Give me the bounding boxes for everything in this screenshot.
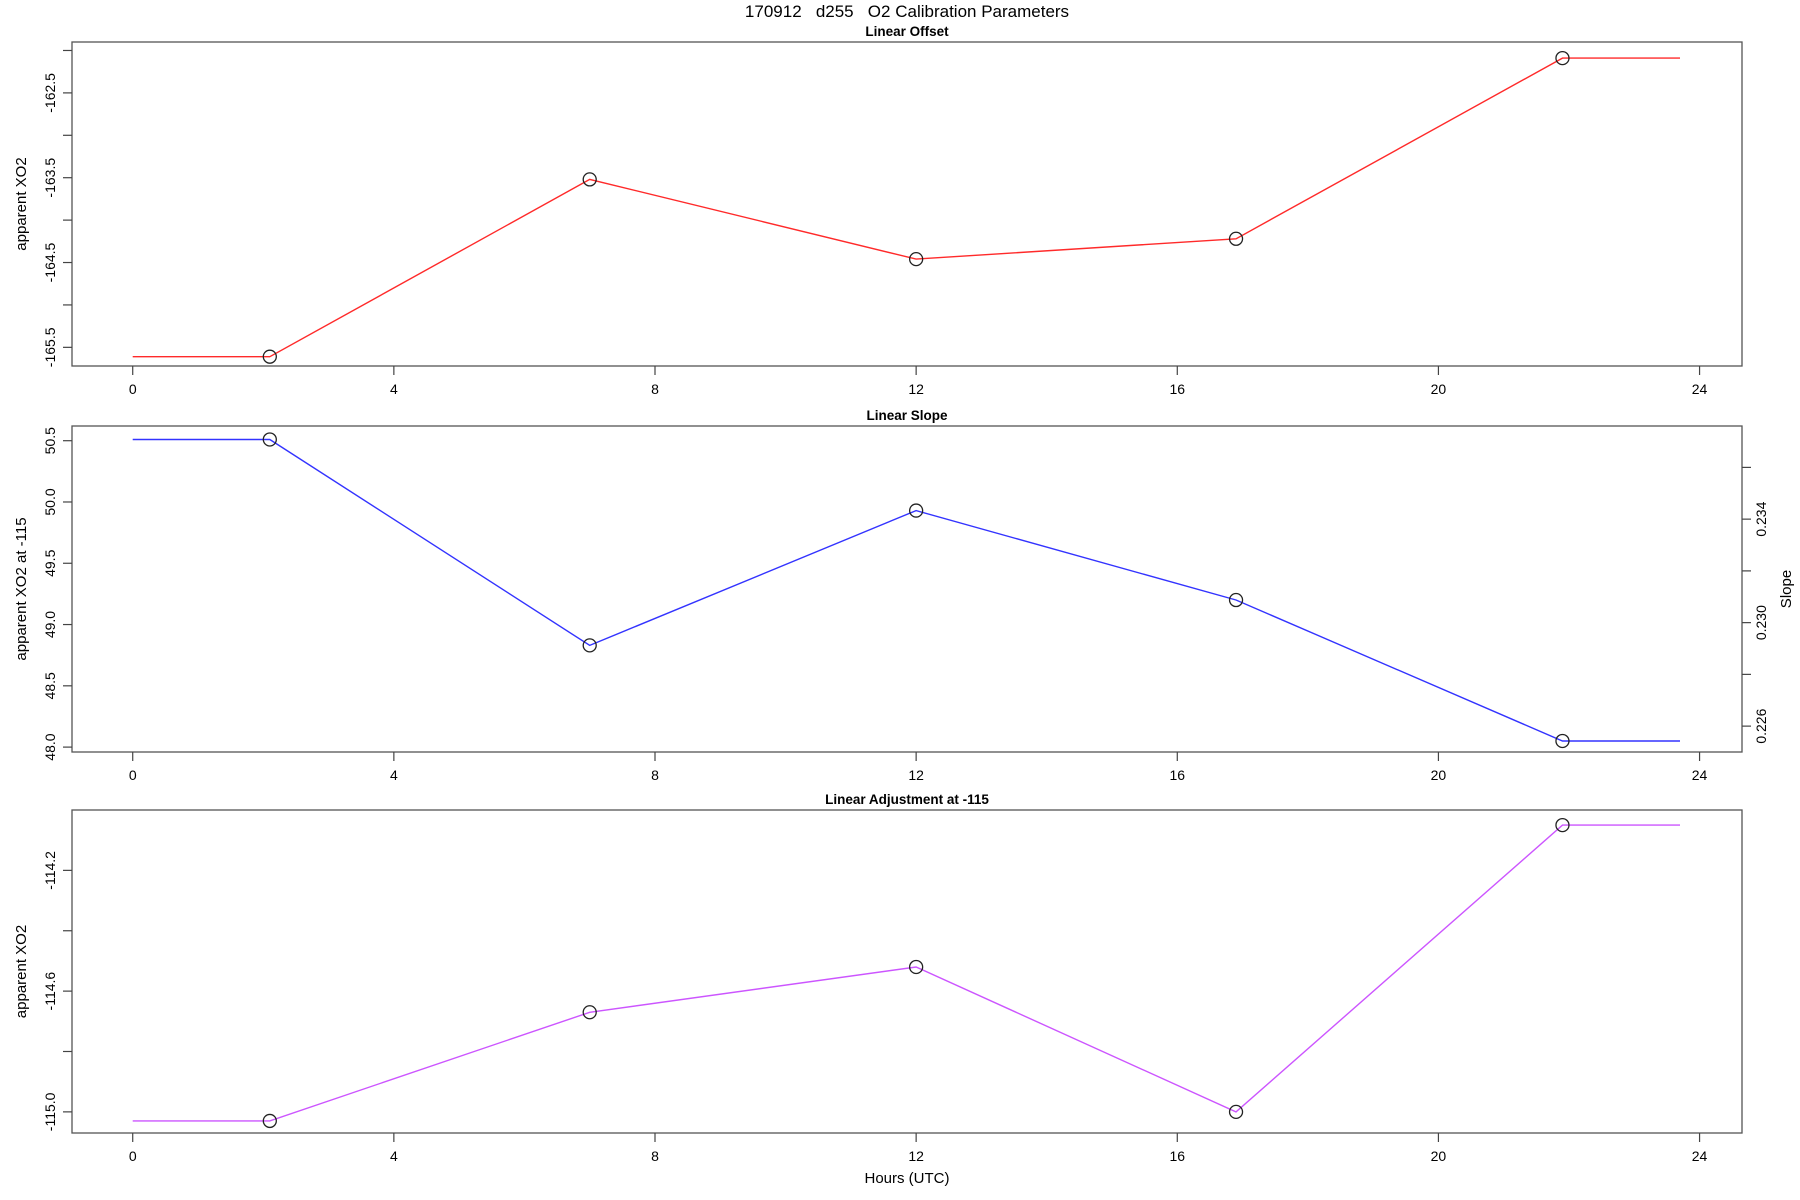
panel-3-plot-box: [71, 809, 1743, 1134]
panel-2-data-point-marker: [582, 638, 597, 653]
x-axis-label: Hours (UTC): [864, 1170, 950, 1187]
panel-2-data-point-marker: [1555, 733, 1570, 749]
panel-1-plot-box: [71, 41, 1743, 367]
panel-3-x-tick-label: 16: [1169, 1148, 1185, 1164]
panel-1-x-tick-label: 4: [390, 381, 398, 397]
panel-2-y-tick-label: 48.0: [42, 733, 58, 760]
panel-2-data-point-marker: [262, 432, 277, 447]
panel-title-linear-slope: Linear Slope: [866, 408, 948, 423]
panel-3-data-point-marker: [1555, 817, 1570, 833]
panel-1-y-tick-label: -165.5: [42, 327, 58, 367]
panel-2-series-line: [132, 438, 1680, 742]
panel-3-x-tick-label: 20: [1431, 1148, 1447, 1164]
panel-2-data-point-marker: [908, 503, 924, 518]
panel-2-data-point-marker: [1228, 592, 1244, 608]
panel-title-linear-adjustment: Linear Adjustment at -115: [825, 792, 989, 807]
panel-3-y-tick-label: -115.0: [42, 1092, 58, 1131]
panel-2-y-axis-label: apparent XO2 at -115: [13, 517, 30, 660]
panel-2-y2-tick-label: 0.226: [1753, 708, 1769, 743]
panel-2-plot-box: [71, 425, 1743, 753]
panel-1-x-tick-label: 16: [1169, 381, 1185, 397]
panel-3-data-point-marker: [262, 1113, 277, 1129]
panel-3-y-axis-label: apparent XO2: [13, 925, 30, 1018]
panel-3-data-point-marker: [582, 1005, 597, 1020]
panel-2-x-tick-label: 4: [390, 767, 398, 783]
panel-2-y-tick-label: 49.5: [42, 549, 58, 576]
panel-3-data-point-marker: [1228, 1104, 1244, 1120]
panel-1-y-tick-label: -162.5: [42, 73, 58, 113]
panel-3-x-tick-label: 24: [1692, 1148, 1708, 1164]
panel-2-y2-tick-label: 0.234: [1753, 501, 1769, 536]
panel-2-y2-axis-label: Slope: [1778, 570, 1795, 608]
panel-2-y-tick-label: 49.0: [42, 611, 58, 638]
panel-2-x-tick-label: 24: [1692, 767, 1708, 783]
panel-1-y-tick-label: -164.5: [42, 242, 58, 282]
panel-2-y-tick-label: 50.0: [42, 488, 58, 515]
panel-2-y-tick-label: 50.5: [42, 427, 58, 454]
panel-3-x-tick-label: 4: [390, 1148, 398, 1164]
page-title: 170912 d255 O2 Calibration Parameters: [744, 2, 1070, 21]
panel-1-series-line: [132, 57, 1680, 358]
panel-1-x-tick-label: 0: [129, 381, 137, 397]
panel-3-y-tick-label: -114.2: [42, 851, 58, 890]
panel-3-x-tick-label: 8: [651, 1148, 659, 1164]
panel-3-y-tick-label: -114.6: [42, 972, 58, 1011]
panel-2-x-tick-label: 0: [129, 767, 137, 783]
panel-title-linear-offset: Linear Offset: [865, 24, 949, 39]
panel-2-y2-tick-label: 0.230: [1753, 605, 1769, 640]
panel-2-x-tick-label: 12: [908, 767, 924, 783]
panel-1-x-tick-label: 20: [1431, 381, 1447, 397]
panel-1-data-point-marker: [1555, 50, 1570, 66]
panel-1-x-tick-label: 8: [651, 381, 659, 397]
panel-2-x-tick-label: 20: [1431, 767, 1447, 783]
panel-1-y-tick-label: -163.5: [42, 158, 58, 198]
panel-1-data-point-marker: [262, 349, 277, 364]
panel-3-x-tick-label: 0: [129, 1148, 137, 1164]
panel-3-series-line: [132, 824, 1680, 1122]
panel-1-x-tick-label: 24: [1692, 381, 1708, 397]
panel-2-x-tick-label: 16: [1169, 767, 1185, 783]
panel-1-data-point-marker: [1228, 231, 1244, 246]
panel-3-data-point-marker: [908, 959, 924, 975]
panel-3-x-tick-label: 12: [908, 1148, 924, 1164]
panel-1-x-tick-label: 12: [908, 381, 924, 397]
panel-1-data-point-marker: [908, 251, 924, 267]
panel-2-x-tick-label: 8: [651, 767, 659, 783]
panel-1-y-axis-label: apparent XO2: [13, 157, 30, 250]
panel-1-data-point-marker: [582, 172, 597, 187]
panel-2-y-tick-label: 48.5: [42, 672, 58, 699]
